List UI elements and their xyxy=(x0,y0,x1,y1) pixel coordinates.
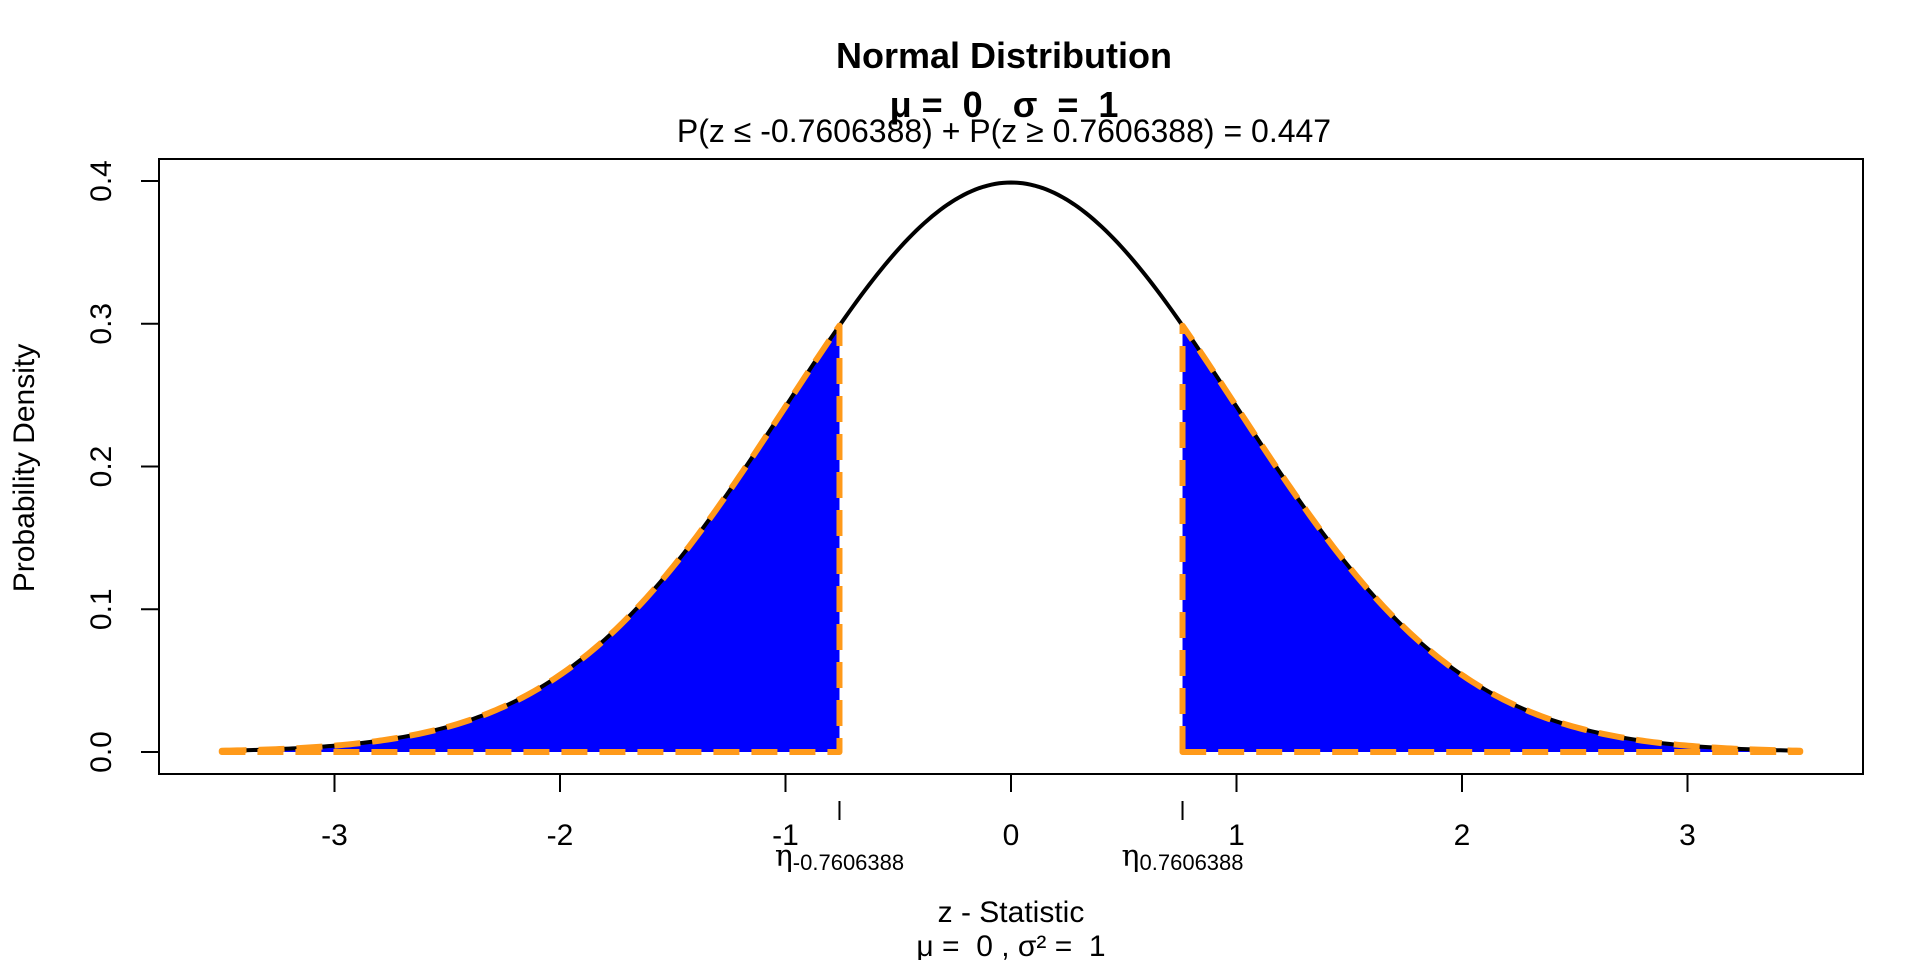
x-tick-label: -3 xyxy=(321,819,348,852)
y-tick-label: 0.2 xyxy=(85,446,118,488)
y-axis: 0.0 0.1 0.2 0.3 0.4 xyxy=(85,160,160,773)
critical-value-label: η0.7606388 xyxy=(1122,839,1244,875)
shaded-region-lower xyxy=(221,325,840,752)
shaded-region-upper xyxy=(1182,325,1801,752)
region-outline-lower xyxy=(218,322,843,755)
density-curve xyxy=(221,180,1801,753)
plot-frame xyxy=(158,158,1864,775)
y-axis-label: Probability Density xyxy=(8,344,41,592)
x-tick-label: -1 xyxy=(772,819,799,852)
x-axis-label: z - Statistic xyxy=(938,896,1085,929)
critical-value-label: η-0.7606388 xyxy=(775,839,904,875)
x-axis-sublabel: μ = 0 , σ² = 1 xyxy=(916,930,1105,960)
y-tick-label: 0.3 xyxy=(85,303,118,345)
x-tick-label: 1 xyxy=(1228,819,1245,852)
chart-title: Normal Distribution xyxy=(836,35,1172,76)
critical-value-markers: η-0.7606388 η0.7606388 xyxy=(775,801,1244,875)
plot-area xyxy=(218,180,1804,755)
probability-label: P(z ≤ -0.7606388) + P(z ≥ 0.7606388) = 0… xyxy=(677,113,1331,149)
x-tick-label: -2 xyxy=(547,819,574,852)
y-tick-label: 0.0 xyxy=(85,731,118,773)
x-tick-label: 2 xyxy=(1454,819,1471,852)
y-tick-label: 0.1 xyxy=(85,588,118,630)
x-tick-label: 0 xyxy=(1003,819,1020,852)
x-axis: -3 -2 -1 0 1 2 3 xyxy=(321,773,1696,852)
chart-subtitle: μ = 0 σ = 1 xyxy=(890,84,1119,125)
region-outline-upper xyxy=(1179,322,1804,755)
y-tick-label: 0.4 xyxy=(85,160,118,202)
x-tick-label: 3 xyxy=(1679,819,1696,852)
